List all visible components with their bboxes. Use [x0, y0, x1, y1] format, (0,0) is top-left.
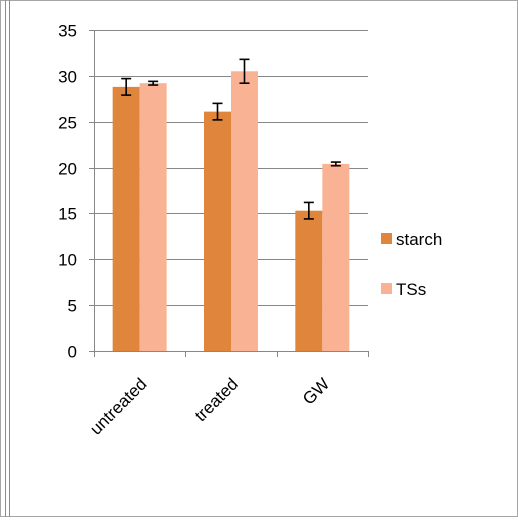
bar-TSs-GW: [322, 163, 350, 351]
y-tick-label: 35: [58, 22, 77, 41]
legend-label-TSs: TSs: [396, 280, 426, 299]
legend-swatch-starch: [381, 233, 392, 244]
y-tick-label: 10: [58, 251, 77, 270]
y-tick-label: 15: [58, 205, 77, 224]
y-tick-label: 25: [58, 114, 77, 133]
bar-starch-GW: [295, 210, 323, 351]
bar-TSs-treated: [231, 71, 258, 352]
bar-TSs-untreated: [139, 83, 167, 352]
y-tick-label: 0: [68, 343, 77, 362]
x-tick-label: treated: [191, 374, 242, 425]
bar-starch-treated: [204, 111, 231, 351]
x-tick-label: GW: [299, 374, 333, 408]
y-tick-label: 5: [68, 297, 77, 316]
bar-starch-untreated: [112, 86, 140, 351]
x-tick-label: untreated: [86, 374, 150, 438]
y-tick-label: 20: [58, 160, 77, 179]
legend-label-starch: starch: [396, 230, 442, 249]
y-tick-label: 30: [58, 68, 77, 87]
legend-swatch-TSs: [381, 283, 392, 294]
